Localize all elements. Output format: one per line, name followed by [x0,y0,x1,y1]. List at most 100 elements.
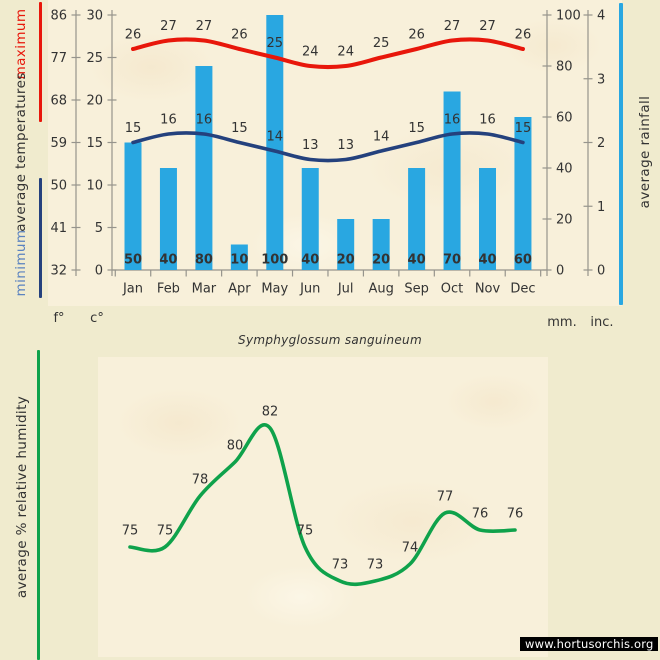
max-temp-label: 24 [302,45,319,60]
humidity-plot-area [98,357,548,657]
month-label: Jun [299,282,320,297]
month-label: Apr [228,282,251,297]
humidity-value-label: 75 [157,524,174,539]
month-label: Jan [122,282,143,297]
humidity-value-label: 80 [227,439,244,454]
rain-bar [337,219,355,270]
millimeters-tick-label: 100 [556,9,581,24]
humidity-value-label: 73 [367,558,384,573]
temperature-rainfall-chart: 8677685950413230252015105010080604020043… [50,9,605,297]
fahrenheit-tick-label: 41 [50,221,67,236]
rain-value-label: 60 [514,253,532,268]
celsius-tick-label: 25 [86,51,103,66]
max-temp-label: 26 [408,28,425,43]
rain-bar [372,219,390,270]
inches-tick-label: 1 [597,200,605,215]
humidity-value-label: 75 [297,524,314,539]
inches-tick-label: 2 [597,136,605,151]
rain-value-label: 40 [478,253,496,268]
minimum-legend-line [39,178,42,298]
rain-bar [514,117,532,270]
celsius-unit-label: c° [90,311,104,326]
rain-value-label: 40 [159,253,177,268]
rain-value-label: 20 [337,253,355,268]
fahrenheit-tick-label: 50 [50,179,67,194]
humidity-value-label: 75 [122,524,139,539]
humidity-value-label: 77 [437,490,454,505]
rainfall-legend-line [619,3,623,305]
month-label: May [261,282,288,297]
max-temp-label: 26 [231,28,248,43]
inches-tick-label: 4 [597,9,605,24]
millimeters-tick-label: 80 [556,60,573,75]
species-title: Symphyglossum sanguineum [238,333,422,347]
max-temp-label: 27 [444,19,461,34]
humidity-value-label: 73 [332,558,349,573]
rain-value-label: 50 [124,253,142,268]
max-temp-label: 26 [515,28,532,43]
month-label: Dec [510,282,535,297]
watermark-url: www.hortusorchis.org [520,637,659,651]
celsius-tick-label: 30 [86,9,103,24]
inches-unit-label: inc. [590,315,614,330]
rain-bar [301,168,319,270]
rain-bar [195,66,213,270]
humidity-line [128,423,517,587]
min-temp-label: 15 [515,121,532,136]
max-temperature-line [131,37,525,70]
fahrenheit-tick-label: 59 [50,136,67,151]
min-temp-label: 15 [408,121,425,136]
max-temp-label: 24 [337,45,354,60]
max-temp-label: 25 [267,36,284,51]
millimeters-tick-label: 60 [556,111,573,126]
min-temp-label: 14 [373,130,390,145]
rain-bar [159,168,177,270]
max-temp-label: 27 [160,19,177,34]
celsius-tick-label: 0 [95,264,103,279]
min-temp-label: 15 [125,121,142,136]
humidity-value-label: 82 [262,405,279,420]
rain-bar [266,15,284,270]
min-temp-label: 16 [479,113,496,128]
humidity-value-label: 76 [507,507,524,522]
min-temp-label: 13 [302,138,319,153]
millimeters-tick-label: 40 [556,162,573,177]
max-temp-label: 27 [479,19,496,34]
rain-bar [479,168,496,270]
celsius-tick-label: 5 [95,221,103,236]
celsius-tick-label: 20 [86,94,103,109]
fahrenheit-tick-label: 77 [50,51,67,66]
rain-bar [124,142,142,270]
month-label: Nov [475,282,501,297]
rain-value-label: 80 [195,253,213,268]
celsius-tick-label: 10 [86,179,103,194]
min-temp-label: 13 [337,138,354,153]
humidity-value-label: 76 [472,507,489,522]
rain-bar [230,244,248,270]
fahrenheit-tick-label: 86 [50,9,67,24]
max-temp-label: 27 [196,19,213,34]
maximum-legend-line [39,2,42,122]
min-temp-label: 16 [444,113,461,128]
rain-value-label: 70 [443,253,461,268]
month-label: Aug [368,282,393,297]
rain-bar [408,168,426,270]
month-label: Feb [157,282,180,297]
celsius-tick-label: 15 [86,136,103,151]
min-temp-label: 15 [231,121,248,136]
min-temp-label: 14 [267,130,284,145]
month-label: Oct [441,282,463,297]
humidity-value-label: 74 [402,541,419,556]
min-temperature-line [131,131,525,163]
millimeters-unit-label: mm. [547,315,577,330]
month-label: Jul [337,282,354,297]
rain-value-label: 100 [261,253,288,268]
max-temp-label: 25 [373,36,390,51]
fahrenheit-unit-label: f° [53,311,65,326]
rain-value-label: 20 [372,253,390,268]
humidity-value-label: 78 [192,473,209,488]
fahrenheit-tick-label: 68 [50,94,67,109]
rain-value-label: 40 [408,253,426,268]
max-temp-label: 26 [125,28,142,43]
inches-tick-label: 0 [597,264,605,279]
